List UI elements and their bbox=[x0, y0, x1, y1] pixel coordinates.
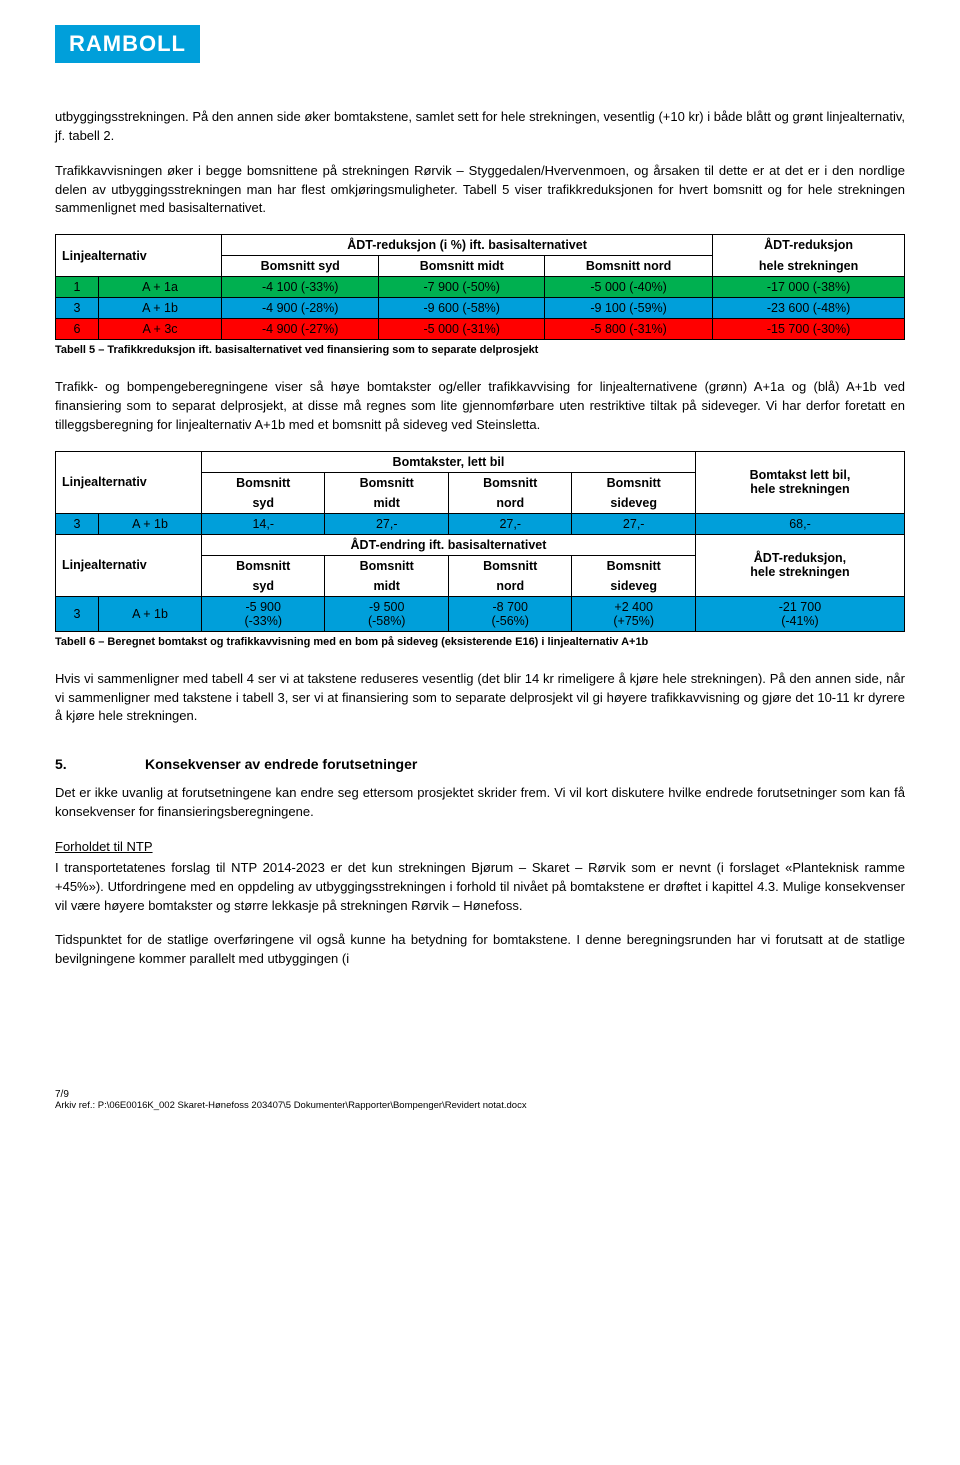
logo: RAMBOLL bbox=[55, 25, 200, 63]
t5-head-group: ÅDT-reduksjon (i %) ift. basisalternativ… bbox=[222, 235, 713, 256]
t5-head-c2: Bomsnitt midt bbox=[379, 256, 545, 277]
t6-head-linje2: Linjealternativ bbox=[56, 534, 202, 596]
after-t6-p: Hvis vi sammenligner med tabell 4 ser vi… bbox=[55, 670, 905, 727]
footer: 7/9 Arkiv ref.: P:\06E0016K_002 Skaret-H… bbox=[55, 1089, 905, 1111]
t5-head-c4a: ÅDT-reduksjon bbox=[713, 235, 905, 256]
t5-head-c4b: hele strekningen bbox=[713, 256, 905, 277]
s5-subhead: Forholdet til NTP bbox=[55, 839, 153, 854]
t6-head-linje1: Linjealternativ bbox=[56, 451, 202, 513]
t5-row-2: 3 A + 1b -4 900 (-28%) -9 600 (-58%) -9 … bbox=[56, 298, 905, 319]
t5-head-linje: Linjealternativ bbox=[56, 235, 222, 277]
t5-head-c1: Bomsnitt syd bbox=[222, 256, 379, 277]
s5-p1: Det er ikke uvanlig at forutsetningene k… bbox=[55, 784, 905, 822]
table6-caption: Tabell 6 – Beregnet bomtakst og trafikka… bbox=[55, 636, 905, 648]
t6-group2: ÅDT-endring ift. basisalternativet bbox=[202, 534, 696, 555]
table-6: Linjealternativ Bomtakster, lett bil Bom… bbox=[55, 451, 905, 632]
section-5-heading: 5.Konsekvenser av endrede forutsetninger bbox=[55, 756, 905, 772]
page-number: 7/9 bbox=[55, 1089, 905, 1100]
t5-row-1: 1 A + 1a -4 100 (-33%) -7 900 (-50%) -5 … bbox=[56, 277, 905, 298]
s5-p2: I transportetatenes forslag til NTP 2014… bbox=[55, 859, 905, 916]
archive-ref: Arkiv ref.: P:\06E0016K_002 Skaret-Hønef… bbox=[55, 1100, 905, 1111]
table5-caption: Tabell 5 – Trafikkreduksjon ift. basisal… bbox=[55, 344, 905, 356]
t6-group1: Bomtakster, lett bil bbox=[202, 451, 696, 472]
t6-row2: 3 A + 1b -5 900(-33%) -9 500(-58%) -8 70… bbox=[56, 596, 905, 631]
intro-p1: utbyggingsstrekningen. På den annen side… bbox=[55, 108, 905, 146]
s5-p3: Tidspunktet for de statlige overføringen… bbox=[55, 931, 905, 969]
t6-row1: 3 A + 1b 14,- 27,- 27,- 27,- 68,- bbox=[56, 513, 905, 534]
t6-right2: ÅDT-reduksjon, hele strekningen bbox=[695, 534, 904, 596]
table-5: Linjealternativ ÅDT-reduksjon (i %) ift.… bbox=[55, 234, 905, 340]
mid-p: Trafikk- og bompengeberegningene viser s… bbox=[55, 378, 905, 435]
t6-right1: Bomtakst lett bil, hele strekningen bbox=[695, 451, 904, 513]
t5-head-c3: Bomsnitt nord bbox=[545, 256, 713, 277]
intro-p2: Trafikkavvisningen øker i begge bomsnitt… bbox=[55, 162, 905, 219]
t5-row-3: 6 A + 3c -4 900 (-27%) -5 000 (-31%) -5 … bbox=[56, 319, 905, 340]
